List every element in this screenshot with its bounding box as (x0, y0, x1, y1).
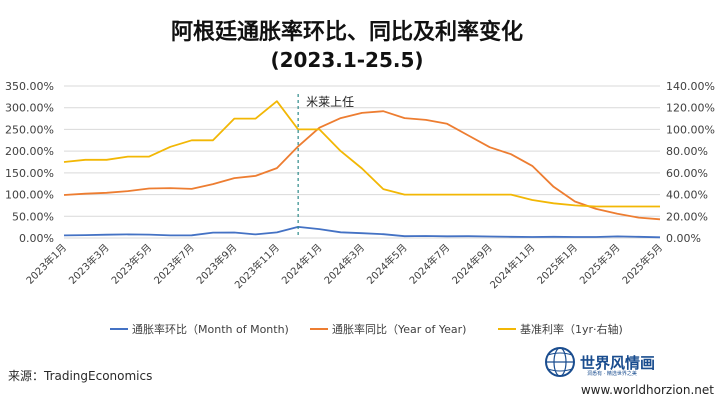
right-axis-tick-label: 100.00% (666, 123, 715, 136)
right-axis-tick-label: 80.00% (666, 145, 708, 158)
right-axis-tick-label: 0.00% (666, 232, 701, 245)
left-axis-tick-label: 50.00% (12, 210, 54, 223)
x-axis-tick-label: 2023年9月 (194, 241, 240, 287)
left-axis-tick-label: 100.00% (5, 189, 54, 202)
right-axis-tick-label: 20.00% (666, 210, 708, 223)
x-axis-ticks: 2023年1月2023年3月2023年5月2023年7月2023年9月2023年… (23, 241, 665, 291)
x-axis-tick-label: 2023年11月 (232, 241, 282, 291)
right-axis-ticks: 0.00% 20.00% 40.00% 60.00% 80.00% 100.00% 120.… (666, 80, 715, 245)
x-axis-tick-label: 2024年3月 (321, 241, 367, 287)
brand-tagline: 洞悉有 · 精选世界之美 (587, 370, 637, 377)
gridlines (64, 85, 660, 239)
x-axis-tick-label: 2023年5月 (108, 241, 154, 287)
annotation: 米莱上任 (297, 94, 354, 238)
legend: 通胀率环比（Month of Month) 通胀率同比（Year of Year… (110, 322, 623, 336)
legend-item-rate: 基准利率（1yr·右轴) (498, 322, 623, 336)
x-axis-tick-label: 2023年7月 (151, 241, 197, 287)
x-axis-tick-label: 2024年11月 (487, 241, 537, 291)
x-axis-tick-label: 2025年1月 (534, 241, 580, 287)
chart-title-line1: 阿根廷通胀率环比、同比及利率变化 (171, 19, 523, 45)
x-axis-tick-label: 2025年3月 (577, 241, 623, 287)
legend-label-mom: 通胀率环比（Month of Month) (132, 322, 289, 336)
legend-label-yoy: 通胀率同比（Year of Year) (332, 322, 466, 336)
brand-name: 世界风情画 (580, 354, 655, 372)
left-axis-tick-label: 0.00% (19, 232, 54, 245)
x-axis-tick-label: 2024年5月 (364, 241, 410, 287)
x-axis-tick-label: 2024年7月 (406, 241, 452, 287)
series-line-rate (63, 100, 660, 208)
series-layer (63, 100, 661, 239)
globe-icon (545, 347, 575, 377)
brand-logo: 世界风情画 洞悉有 · 精选世界之美 www.worldhorzion.net (545, 347, 714, 397)
legend-label-rate: 基准利率（1yr·右轴) (520, 322, 623, 336)
x-axis-tick-label: 2025年5月 (619, 241, 665, 287)
x-axis-tick-label: 2023年1月 (23, 241, 69, 287)
left-axis-ticks: 0.00% 50.00% 100.00% 150.00% 200.00% 250.00% 3… (5, 80, 54, 245)
series-line-mom (63, 225, 661, 239)
legend-item-mom: 通胀率环比（Month of Month) (110, 322, 289, 336)
right-axis-tick-label: 140.00% (666, 80, 715, 93)
website-url: www.worldhorzion.net (581, 383, 714, 397)
left-axis-tick-label: 300.00% (5, 102, 54, 115)
chart-title-line2: (2023.1-25.5) (270, 48, 423, 72)
left-axis-tick-label: 350.00% (5, 80, 54, 93)
series-line-yoy (63, 110, 661, 221)
source-note: 来源：TradingEconomics (8, 369, 152, 383)
right-axis-tick-label: 60.00% (666, 167, 708, 180)
x-axis-tick-label: 2023年3月 (66, 241, 112, 287)
legend-item-yoy: 通胀率同比（Year of Year) (310, 322, 466, 336)
right-axis-tick-label: 120.00% (666, 102, 715, 115)
left-axis-tick-label: 250.00% (5, 123, 54, 136)
left-axis-tick-label: 150.00% (5, 167, 54, 180)
annotation-label: 米莱上任 (306, 95, 354, 109)
x-axis-tick-label: 2024年9月 (449, 241, 495, 287)
right-axis-tick-label: 40.00% (666, 189, 708, 202)
left-axis-tick-label: 200.00% (5, 145, 54, 158)
x-axis-tick-label: 2024年1月 (279, 241, 325, 287)
